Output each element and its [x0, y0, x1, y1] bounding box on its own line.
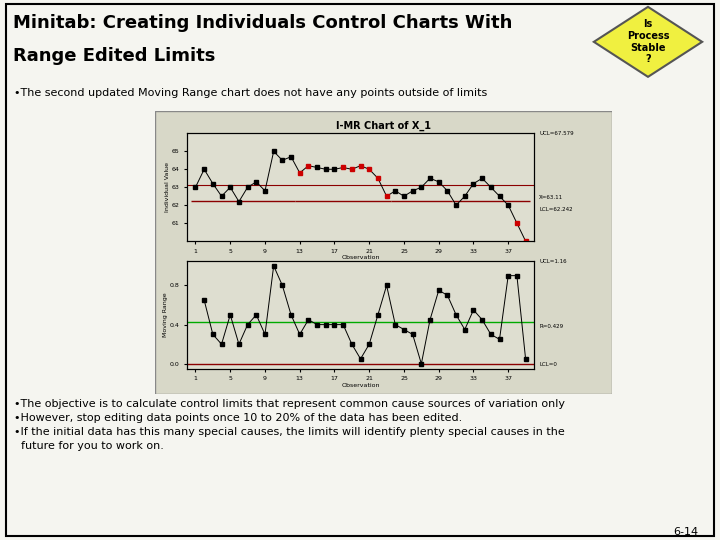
FancyBboxPatch shape — [155, 111, 612, 394]
X-axis label: Observation: Observation — [341, 383, 379, 388]
Text: Minitab: Creating Individuals Control Charts With: Minitab: Creating Individuals Control Ch… — [13, 14, 513, 32]
Y-axis label: Moving Range: Moving Range — [163, 293, 168, 337]
X-axis label: Observation: Observation — [341, 255, 379, 260]
Text: Is
Process
Stable
?: Is Process Stable ? — [626, 19, 670, 64]
Y-axis label: Individual Value: Individual Value — [165, 162, 170, 212]
Text: 6-14: 6-14 — [673, 527, 698, 537]
Text: •The objective is to calculate control limits that represent common cause source: •The objective is to calculate control l… — [14, 400, 565, 451]
Text: Range Edited Limits: Range Edited Limits — [13, 47, 215, 65]
Text: •The second updated Moving Range chart does not have any points outside of limit: •The second updated Moving Range chart d… — [14, 88, 487, 98]
Text: I-MR Chart of X_1: I-MR Chart of X_1 — [336, 120, 431, 131]
Polygon shape — [594, 7, 702, 77]
